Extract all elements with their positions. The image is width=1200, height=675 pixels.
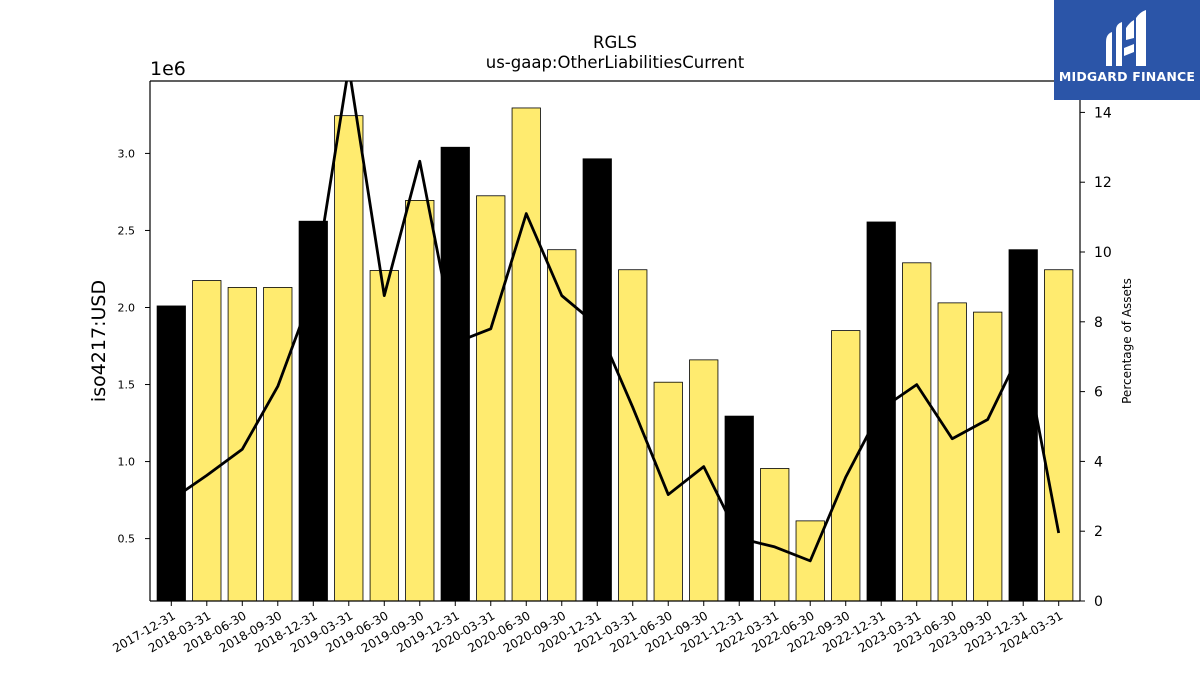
bar-2020-06-30: [511, 107, 541, 601]
line-layer: [170, 81, 1061, 563]
y2-tick-label: 10: [1094, 245, 1112, 261]
bar-2022-09-30: [831, 330, 861, 601]
bar-2018-06-30: [227, 287, 257, 601]
bar-2018-03-31: [192, 280, 222, 601]
y2-tick-label: 12: [1094, 175, 1112, 191]
bar-2019-12-31: [440, 146, 470, 601]
bar-2017-12-31: [156, 305, 186, 601]
bar-2020-09-30: [547, 249, 577, 601]
bar-2018-12-31: [298, 220, 328, 601]
bar-2020-12-31: [582, 158, 612, 601]
bar-2019-09-30: [405, 200, 435, 601]
chart-subtitle: us-gaap:OtherLiabilitiesCurrent: [486, 53, 745, 72]
bar-2018-09-30: [263, 287, 293, 601]
bar-2019-06-30: [369, 270, 399, 601]
bar-2022-03-31: [760, 468, 790, 601]
bar-2024-03-31: [1044, 269, 1074, 601]
logo-mark-icon: [1106, 10, 1146, 66]
y-offset-text: 1e6: [150, 58, 186, 80]
y-tick-label: 1.5: [118, 379, 136, 392]
y-tick-label: 1.0: [118, 456, 136, 469]
bar-2019-03-31: [334, 115, 364, 601]
chart-title: RGLS: [593, 33, 637, 52]
y2-tick-label: 8: [1094, 315, 1103, 331]
midgard-finance-logo: MIDGARD FINANCE: [1054, 0, 1200, 100]
y-tick-label: 2.5: [118, 224, 136, 237]
y2-tick-label: 2: [1094, 524, 1103, 540]
bar-2023-03-31: [902, 262, 932, 601]
bar-2021-03-31: [618, 269, 648, 601]
bar-2020-03-31: [476, 195, 506, 601]
y2-tick-label: 6: [1094, 385, 1103, 401]
y-axis-label: iso4217:USD: [88, 280, 110, 402]
percentage-line: [170, 81, 1061, 563]
y2-tick-label: 4: [1094, 454, 1103, 470]
bar-2021-09-30: [689, 359, 719, 601]
bar-2021-12-31: [724, 415, 754, 601]
y2-tick-label: 0: [1094, 594, 1103, 610]
bars-layer: [156, 107, 1074, 601]
y2-tick-label: 14: [1094, 105, 1112, 121]
bar-2023-09-30: [973, 311, 1003, 601]
bar-2023-06-30: [937, 302, 967, 601]
y-tick-label: 0.5: [118, 533, 136, 546]
y-tick-label: 3.0: [118, 147, 136, 160]
y2-axis-label: Percentage of Assets: [1120, 278, 1134, 404]
y-tick-label: 2.0: [118, 301, 136, 314]
logo-text: MIDGARD FINANCE: [1058, 69, 1196, 84]
bar-2023-12-31: [1008, 249, 1038, 601]
